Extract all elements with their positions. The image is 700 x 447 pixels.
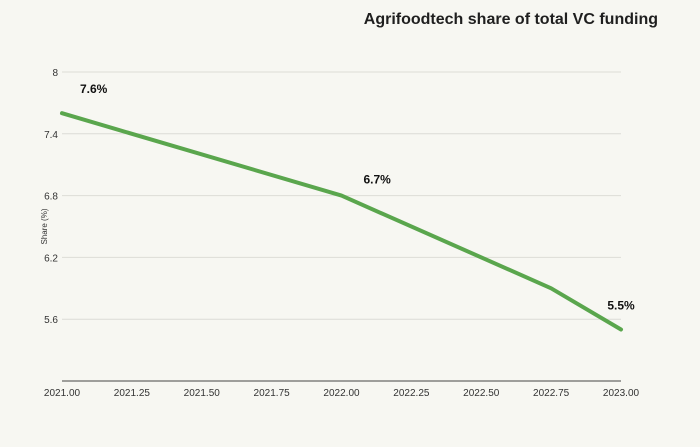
x-axis-ticks: 2021.00 2021.25 2021.50 2021.75 2022.00 2022.… — [44, 388, 640, 399]
x-tick-label: 2021.75 — [254, 388, 291, 399]
y-tick-label: 6.2 — [44, 253, 58, 264]
data-label: 6.7% — [364, 173, 392, 187]
x-tick-label: 2022.25 — [393, 388, 430, 399]
y-tick-label: 6.8 — [44, 192, 58, 203]
chart-title: Agrifoodtech share of total VC funding — [363, 11, 658, 28]
x-tick-label: 2021.50 — [184, 388, 221, 399]
x-tick-label: 2021.25 — [114, 388, 151, 399]
x-tick-label: 2022.50 — [463, 388, 500, 399]
y-tick-label: 5.6 — [44, 315, 58, 326]
y-tick-label: 7.4 — [44, 130, 58, 141]
series — [60, 111, 623, 332]
series-line — [60, 111, 623, 332]
data-labels: 7.6% 6.7% 5.5% — [80, 82, 635, 312]
y-tick-label: 8 — [52, 68, 58, 79]
x-tick-label: 2023.00 — [603, 388, 640, 399]
y-axis-ticks: 5.6 6.2 6.8 7.4 8 — [44, 68, 58, 326]
y-axis-label: Share (%) — [40, 208, 49, 244]
x-tick-label: 2021.00 — [44, 388, 81, 399]
x-tick-label: 2022.75 — [533, 388, 570, 399]
data-label: 5.5% — [607, 299, 635, 313]
data-label: 7.6% — [80, 82, 108, 96]
x-tick-label: 2022.00 — [323, 388, 360, 399]
